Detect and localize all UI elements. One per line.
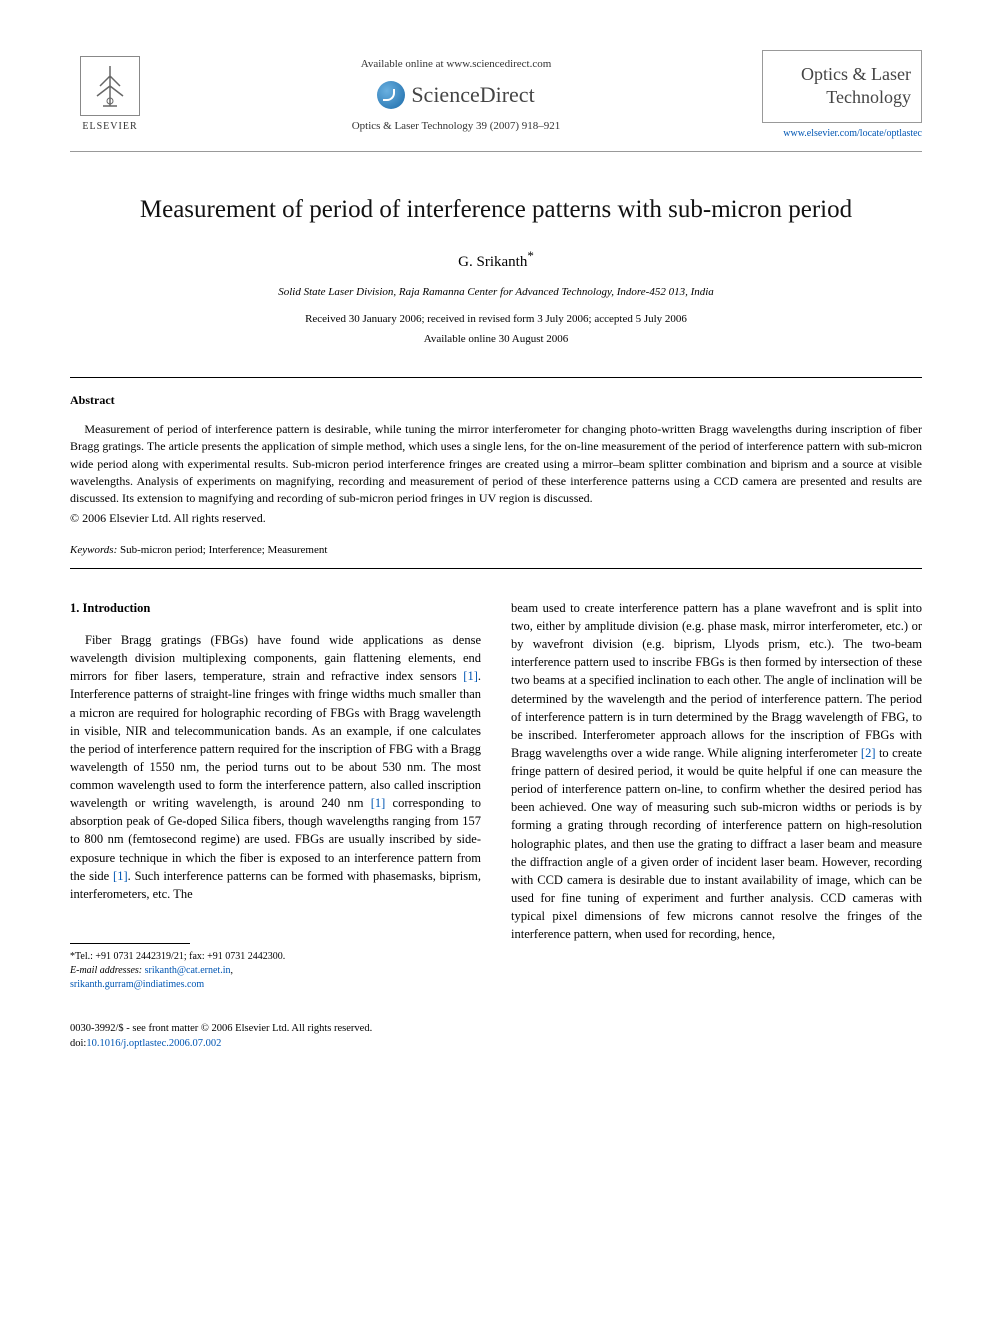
abstract-bottom-rule (70, 568, 922, 569)
citation-link-2[interactable]: [2] (861, 746, 876, 760)
journal-reference: Optics & Laser Technology 39 (2007) 918–… (150, 119, 762, 134)
abstract-text: Measurement of period of interference pa… (70, 421, 922, 508)
author-name: G. Srikanth (458, 254, 527, 270)
fax-label: fax: (189, 951, 207, 962)
page-header: ELSEVIER Available online at www.science… (70, 50, 922, 141)
affiliation: Solid State Laser Division, Raja Ramanna… (70, 285, 922, 300)
email-label: E-mail addresses: (70, 965, 142, 976)
doi-line: doi:10.1016/j.optlastec.2006.07.002 (70, 1037, 372, 1052)
elsevier-tree-icon (80, 56, 140, 116)
body-text-2b: to create fringe pattern of desired peri… (511, 746, 922, 941)
author-line: G. Srikanth* (70, 247, 922, 273)
email-link-2[interactable]: srikanth.gurram@indiatimes.com (70, 979, 204, 990)
abstract-heading: Abstract (70, 392, 922, 409)
available-online-text: Available online at www.sciencedirect.co… (150, 57, 762, 72)
email-link-1[interactable]: srikanth@cat.ernet.in (145, 965, 231, 976)
tel-label: Tel.: (75, 951, 95, 962)
footer-left: 0030-3992/$ - see front matter © 2006 El… (70, 1022, 372, 1051)
tel-number: +91 0731 2442319/21; (95, 951, 189, 962)
body-columns: 1. Introduction Fiber Bragg gratings (FB… (70, 599, 922, 992)
article-title: Measurement of period of interference pa… (70, 192, 922, 227)
fax-number: +91 0731 2442300. (207, 951, 285, 962)
body-text-2a: beam used to create interference pattern… (511, 601, 922, 760)
body-text-1d: . Such interference patterns can be form… (70, 869, 481, 901)
keywords-line: Keywords: Sub-micron period; Interferenc… (70, 543, 922, 558)
body-text-1a: Fiber Bragg gratings (FBGs) have found w… (70, 633, 481, 683)
corresponding-mark: * (527, 248, 534, 263)
dates-line2: Available online 30 August 2006 (70, 332, 922, 347)
right-header-block: Optics & Laser Technology www.elsevier.c… (762, 50, 922, 141)
keywords-label: Keywords: (70, 544, 117, 556)
elsevier-label: ELSEVIER (82, 120, 137, 134)
citation-link-1c[interactable]: [1] (113, 869, 128, 883)
corresponding-footnote: *Tel.: +91 0731 2442319/21; fax: +91 073… (70, 950, 481, 964)
intro-paragraph-right: beam used to create interference pattern… (511, 599, 922, 943)
elsevier-logo: ELSEVIER (70, 50, 150, 140)
center-header: Available online at www.sciencedirect.co… (150, 57, 762, 135)
abstract-copyright: © 2006 Elsevier Ltd. All rights reserved… (70, 510, 922, 527)
dates-line1: Received 30 January 2006; received in re… (70, 312, 922, 327)
sciencedirect-logo: ScienceDirect (150, 80, 762, 111)
keywords-text: Sub-micron period; Interference; Measure… (117, 544, 327, 556)
section-1-heading: 1. Introduction (70, 599, 481, 617)
email-separator: , (230, 965, 233, 976)
page-footer: 0030-3992/$ - see front matter © 2006 El… (70, 1022, 922, 1051)
intro-paragraph-left: Fiber Bragg gratings (FBGs) have found w… (70, 631, 481, 903)
header-divider (70, 151, 922, 152)
doi-link[interactable]: 10.1016/j.optlastec.2006.07.002 (86, 1038, 221, 1049)
journal-title-box: Optics & Laser Technology (762, 50, 922, 123)
citation-link-1b[interactable]: [1] (371, 796, 386, 810)
front-matter-text: 0030-3992/$ - see front matter © 2006 El… (70, 1022, 372, 1037)
right-column: beam used to create interference pattern… (511, 599, 922, 992)
abstract-top-rule (70, 377, 922, 378)
journal-name-line1: Optics & Laser (773, 63, 911, 86)
journal-name-line2: Technology (773, 86, 911, 109)
email-footnote-2: srikanth.gurram@indiatimes.com (70, 978, 481, 992)
body-text-1b: . Interference patterns of straight-line… (70, 669, 481, 810)
citation-link-1[interactable]: [1] (463, 669, 478, 683)
email-footnote: E-mail addresses: srikanth@cat.ernet.in, (70, 964, 481, 978)
journal-url-link[interactable]: www.elsevier.com/locate/optlastec (762, 127, 922, 141)
sciencedirect-icon (377, 81, 405, 109)
footnote-divider (70, 943, 190, 944)
doi-label: doi: (70, 1038, 86, 1049)
sciencedirect-text: ScienceDirect (411, 80, 534, 111)
left-column: 1. Introduction Fiber Bragg gratings (FB… (70, 599, 481, 992)
